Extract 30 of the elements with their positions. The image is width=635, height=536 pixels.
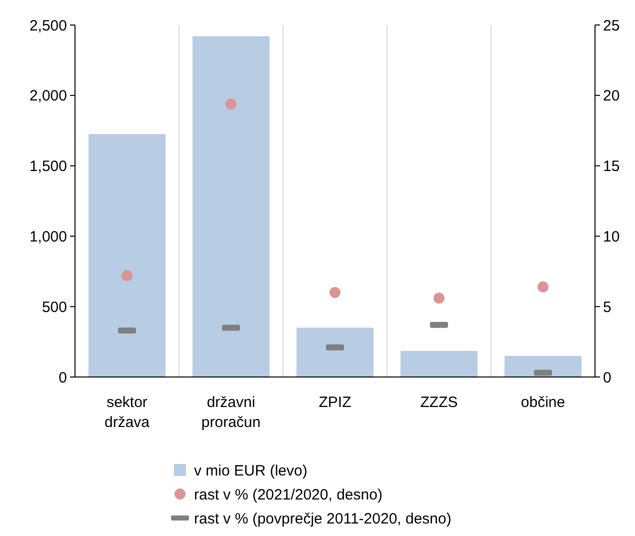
y-tick-label: 1,500 bbox=[29, 158, 67, 176]
y2-tick-label: 10 bbox=[603, 228, 620, 246]
point bbox=[122, 270, 132, 282]
point bbox=[538, 281, 548, 292]
bar bbox=[504, 356, 582, 377]
legend-label: v mio EUR (levo) bbox=[194, 462, 308, 480]
y-tick-label: 500 bbox=[42, 298, 67, 316]
bar bbox=[192, 36, 270, 377]
x-tick-label: ZPIZ bbox=[318, 394, 352, 411]
bar bbox=[400, 350, 478, 377]
point bbox=[226, 98, 236, 110]
y-tick-label: 2,500 bbox=[29, 17, 67, 34]
y-tick-label: 1,000 bbox=[29, 228, 67, 246]
point bbox=[330, 287, 340, 298]
y2-tick-label: 5 bbox=[603, 298, 612, 316]
legend-label: rast v % (povprečje 2011-2020, desno) bbox=[194, 510, 452, 528]
bar bbox=[296, 328, 374, 377]
y-tick-label: 2,000 bbox=[29, 88, 67, 105]
point bbox=[434, 292, 444, 304]
bar bbox=[88, 134, 166, 377]
x-tick-label: sektor država bbox=[104, 394, 150, 431]
y2-tick-label: 20 bbox=[603, 88, 620, 105]
y-tick-label: 0 bbox=[58, 369, 67, 386]
y2-tick-label: 15 bbox=[603, 158, 620, 176]
x-tick-label: občine bbox=[520, 394, 566, 411]
x-tick-label: državni proračun bbox=[201, 394, 261, 431]
x-tick-label: ZZZS bbox=[420, 394, 458, 411]
y2-tick-label: 25 bbox=[603, 17, 620, 34]
legend-label: rast v % (2021/2020, desno) bbox=[194, 486, 382, 504]
y2-tick-label: 0 bbox=[603, 369, 612, 386]
